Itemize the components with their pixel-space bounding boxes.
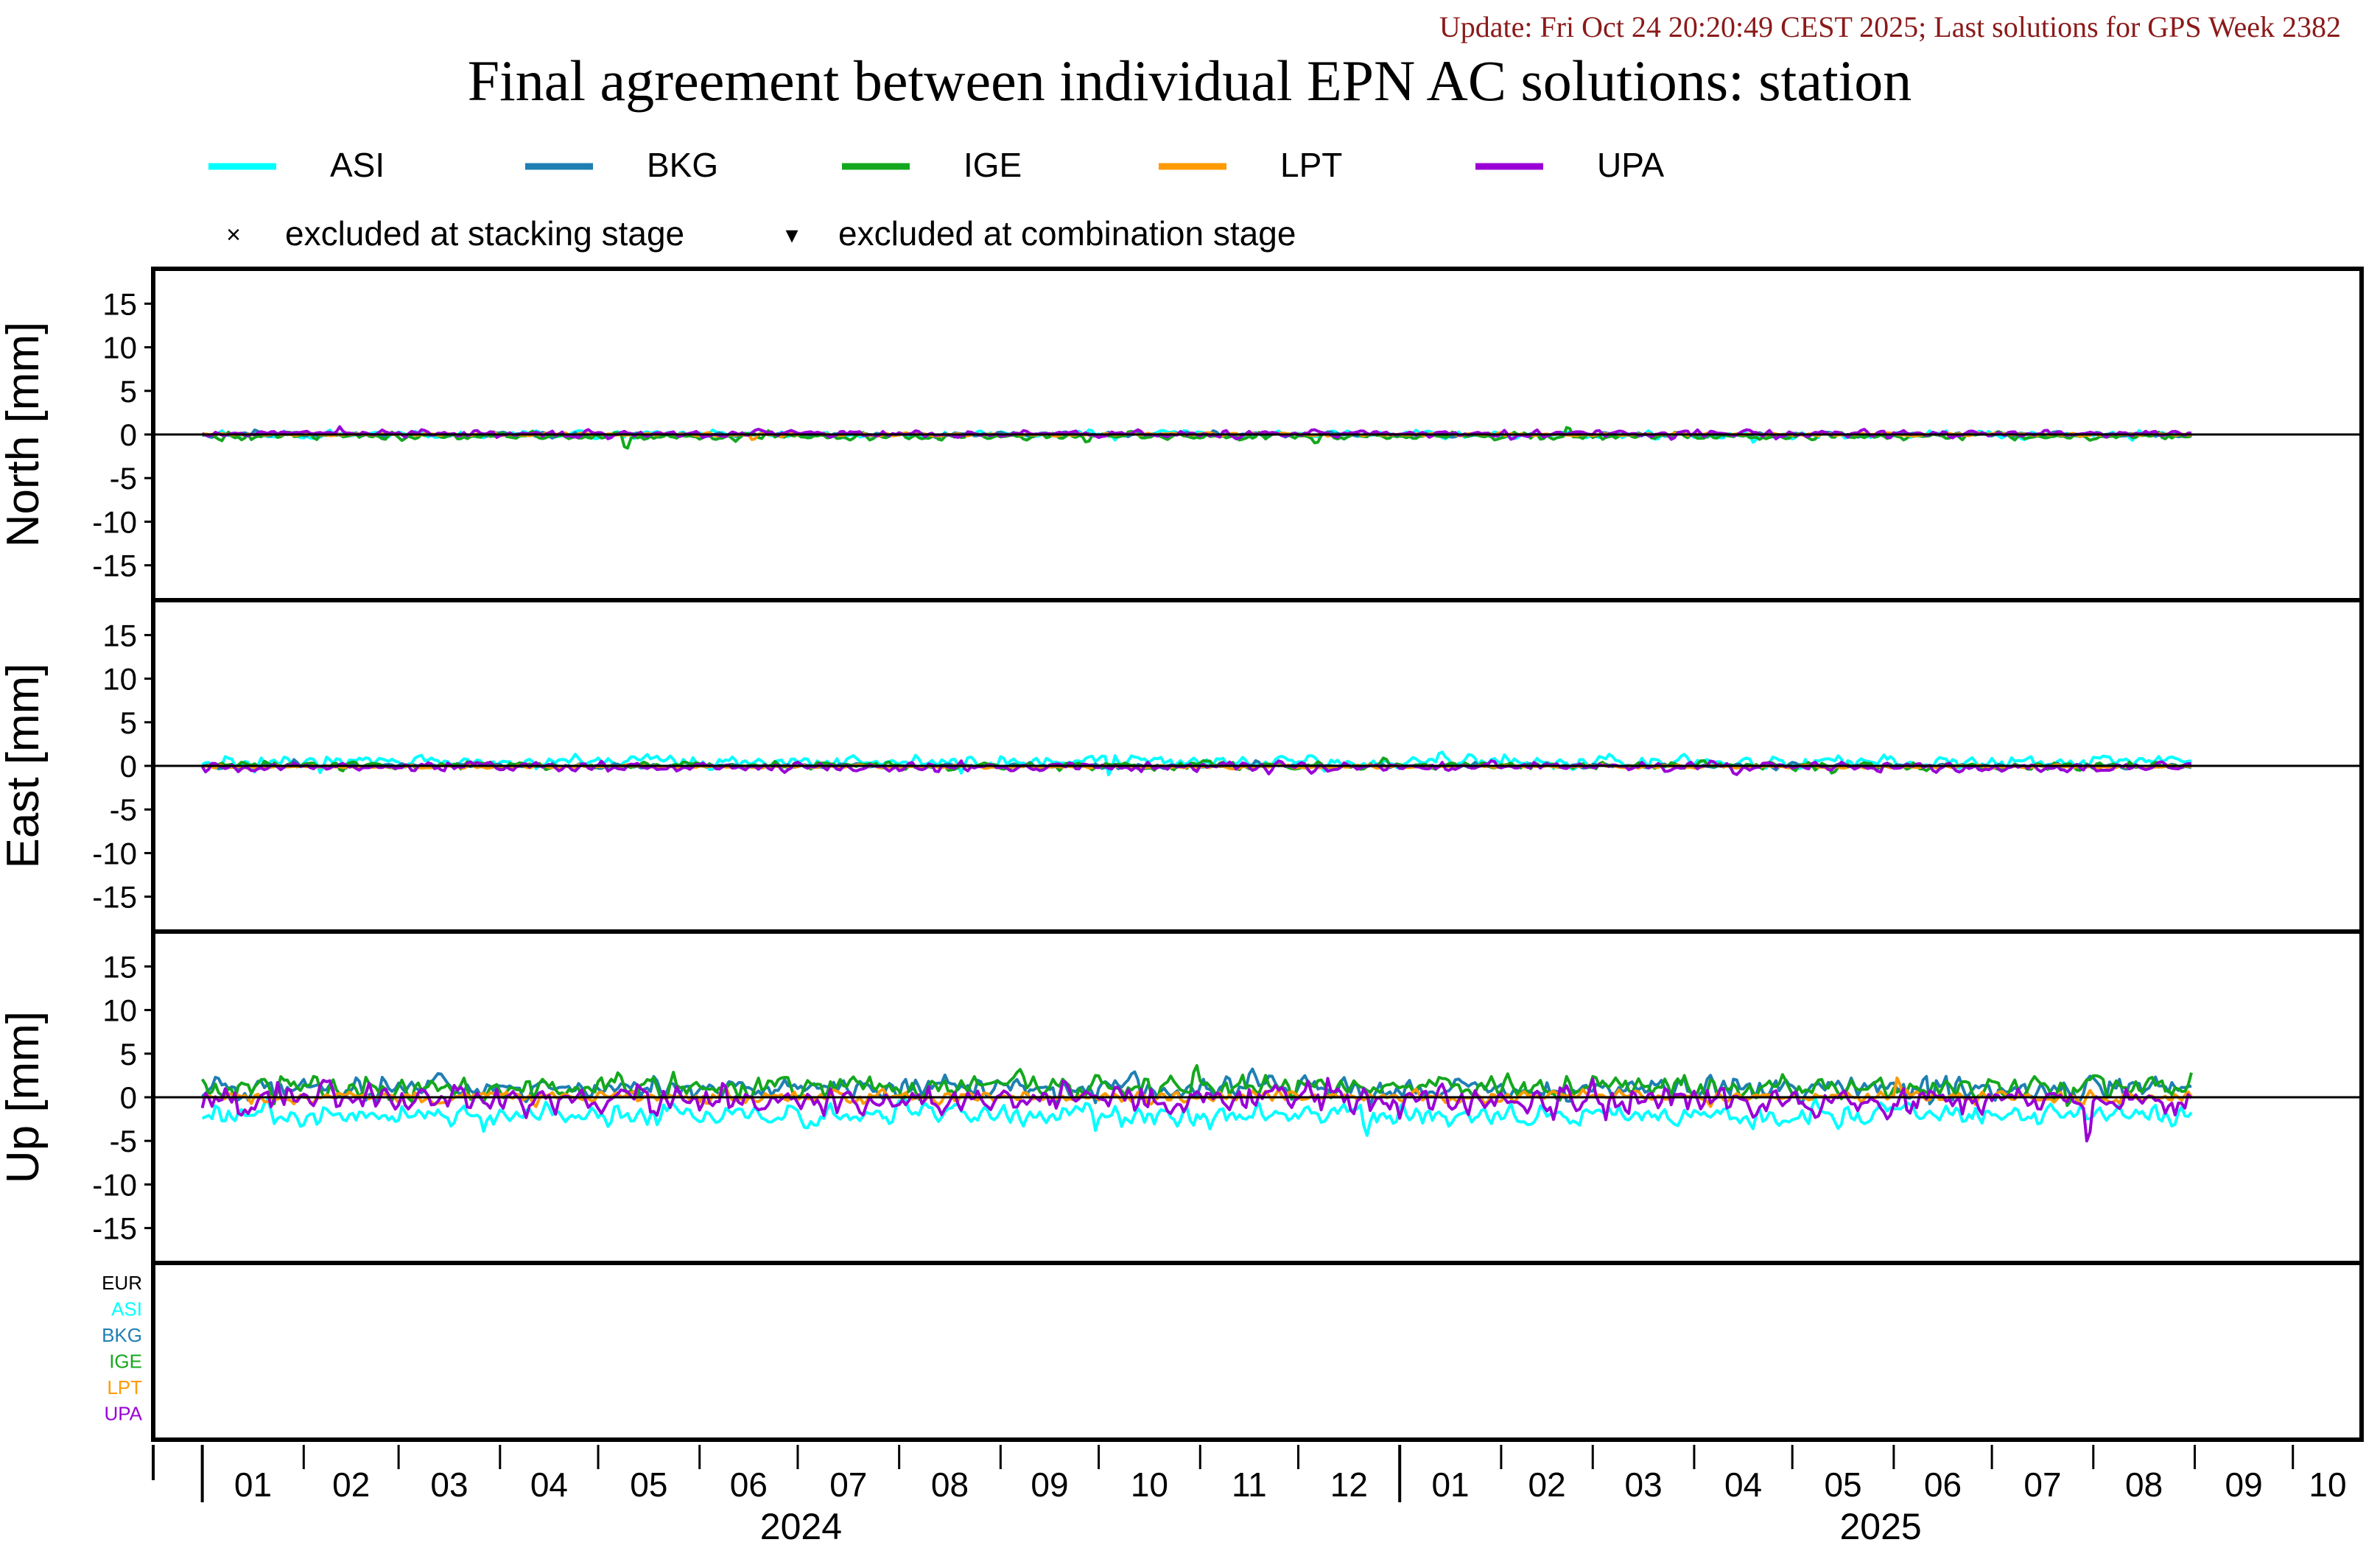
month-label: 03 — [1625, 1465, 1663, 1504]
series-line-ige — [200, 1064, 2193, 1108]
legend: ASI BKG IGE LPT UPA × excluded at stacking sta… — [208, 146, 1664, 253]
exclusion-label-ige: IGE — [109, 1351, 142, 1373]
exclusion-label-lpt: LPT — [107, 1376, 142, 1398]
series-line-upa — [200, 1077, 2193, 1143]
month-label: 08 — [931, 1465, 969, 1504]
y-tick-label: 15 — [102, 286, 137, 321]
y-tick-label: -10 — [92, 836, 137, 870]
year-label: 2025 — [1839, 1506, 1921, 1545]
exclusion-label-asi: ASI — [111, 1298, 142, 1320]
y-tick-label: -5 — [110, 1124, 137, 1158]
legend-marker-label: excluded at stacking stage — [285, 214, 684, 253]
y-tick-label: -10 — [92, 1167, 137, 1202]
update-text: Update: Fri Oct 24 20:20:49 CEST 2025; L… — [1439, 10, 2341, 43]
chart-title: Final agreement between individual EPN A… — [468, 49, 1912, 113]
month-label: 09 — [2225, 1465, 2263, 1504]
y-tick-label: -10 — [92, 504, 137, 539]
month-label: 04 — [530, 1465, 568, 1504]
panel-east: 15 10 5 0 -5 -10 -15 East [mm] — [0, 598, 2364, 934]
y-tick-label: 0 — [120, 418, 137, 452]
month-label: 03 — [430, 1465, 468, 1504]
legend-label-ige: IGE — [963, 146, 1022, 184]
month-label: 05 — [1824, 1465, 1861, 1504]
month-label: 12 — [1330, 1465, 1368, 1504]
time-axis: 01 02 03 04 05 06 07 08 09 10 11 12 01 02 03 04 05 06 07 08… — [152, 1445, 2347, 1545]
y-tick-label: 10 — [102, 993, 137, 1028]
y-tick-label: 15 — [102, 949, 137, 984]
y-tick-label: 5 — [120, 1037, 137, 1071]
month-label: 01 — [234, 1465, 272, 1504]
legend-label-bkg: BKG — [647, 146, 718, 184]
month-label: 10 — [2309, 1465, 2346, 1504]
y-axis-label: Up [mm] — [0, 1011, 49, 1183]
exclusion-label-eur: EUR — [102, 1272, 142, 1294]
panels: 15 10 5 0 -5 -10 -15 North [mm] 15 10 5 0 -5 -10 -15 Ea… — [0, 267, 2364, 1265]
y-tick-label: 10 — [102, 331, 137, 365]
panel-north: 15 10 5 0 -5 -10 -15 North [mm] — [0, 267, 2364, 602]
month-label: 02 — [332, 1465, 370, 1504]
y-tick-label: -15 — [92, 1211, 137, 1246]
month-label: 10 — [1131, 1465, 1168, 1504]
month-label: 06 — [730, 1465, 768, 1504]
month-label: 07 — [2023, 1465, 2061, 1504]
y-tick-label: -5 — [110, 792, 137, 827]
exclusion-labels: EUR ASI BKG IGE LPT UPA — [102, 1272, 143, 1425]
legend-label-asi: ASI — [330, 146, 385, 184]
exclusion-label-upa: UPA — [104, 1403, 142, 1425]
y-tick-label: -15 — [92, 880, 137, 915]
triangle-marker-icon: ▾ — [785, 221, 798, 249]
month-label: 05 — [630, 1465, 667, 1504]
year-label: 2024 — [760, 1506, 842, 1545]
y-tick-label: 0 — [120, 1080, 137, 1115]
month-label: 11 — [1232, 1465, 1267, 1504]
legend-label-upa: UPA — [1597, 146, 1664, 184]
y-tick-label: 0 — [120, 749, 137, 784]
month-label: 04 — [1724, 1465, 1762, 1504]
cross-marker-icon: × — [226, 221, 241, 249]
exclusion-label-bkg: BKG — [102, 1324, 142, 1346]
month-label: 09 — [1031, 1465, 1068, 1504]
y-tick-label: 15 — [102, 618, 137, 652]
y-tick-label: -15 — [92, 549, 137, 583]
panel-up: 15 10 5 0 -5 -10 -15 Up [mm] — [0, 929, 2364, 1265]
y-axis-label: East [mm] — [0, 663, 49, 868]
month-label: 08 — [2125, 1465, 2163, 1504]
legend-label-lpt: LPT — [1280, 146, 1342, 184]
y-tick-label: 10 — [102, 662, 137, 697]
y-tick-label: 5 — [120, 705, 137, 740]
series-line-asi — [201, 1097, 2193, 1137]
month-label: 01 — [1431, 1465, 1469, 1504]
month-label: 07 — [829, 1465, 867, 1504]
y-axis-label: North [mm] — [0, 322, 49, 548]
y-tick-label: -5 — [110, 461, 137, 496]
y-tick-label: 5 — [120, 374, 137, 409]
exclusion-panel-frame — [151, 1261, 2364, 1442]
month-label: 02 — [1528, 1465, 1565, 1504]
month-label: 06 — [1924, 1465, 1962, 1504]
legend-marker-label: excluded at combination stage — [838, 214, 1296, 253]
